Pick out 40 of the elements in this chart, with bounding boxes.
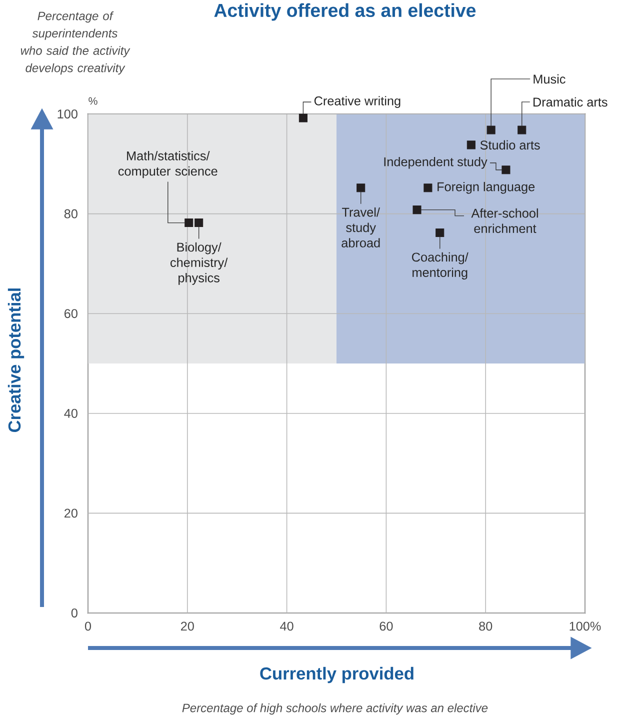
x-tick-label: 20 [180,622,194,631]
text: % [88,97,98,105]
point [298,114,308,122]
annotation: Math/statistics/computer science [118,151,218,178]
annotation: Foreign language [438,182,535,194]
annotation: Dramatic arts [534,97,608,107]
x-tick-label: 60 [380,622,393,631]
annotation: Studio arts [480,140,540,150]
y-tick-label: 0 [71,608,78,618]
y-tick-label: 60 [64,309,78,318]
point [412,206,422,214]
x-tick-label: 40 [280,622,294,631]
text: Percentage of superintendents who said the activity develops creativity [20,11,130,75]
point [436,228,444,238]
chart-title: Activity offered as an elective [214,3,476,21]
point [184,218,194,228]
annotation: Biology/chemistry/physics [170,242,228,285]
point [194,218,204,228]
point [356,184,366,192]
point [518,126,526,134]
text: Percentage of high schools where activity was an elective [182,703,488,715]
annotation: After-school enrichment [471,208,538,234]
x-tick-label: 80 [479,622,492,631]
annotation: Music [534,74,566,84]
y-tick-label: 80 [64,209,78,218]
point [424,184,432,192]
point [466,140,476,150]
y-tick-label: 100 [58,110,78,118]
annotation: Coaching/mentoring [412,252,468,280]
annotation: Independent study [384,156,488,169]
point [486,126,496,134]
x-tick-label: 0 [84,622,92,631]
annotation: Creative writing [314,96,400,108]
y-tick-label: 40 [64,408,78,418]
x-axis-title: Currently provided [260,666,414,684]
y-axis-title: Creative potential [8,288,24,432]
annotation: Travel/study abroad [342,207,380,248]
y-tick-label: 20 [64,508,78,518]
x-tick-label: 100% [570,622,601,631]
point [502,166,510,174]
